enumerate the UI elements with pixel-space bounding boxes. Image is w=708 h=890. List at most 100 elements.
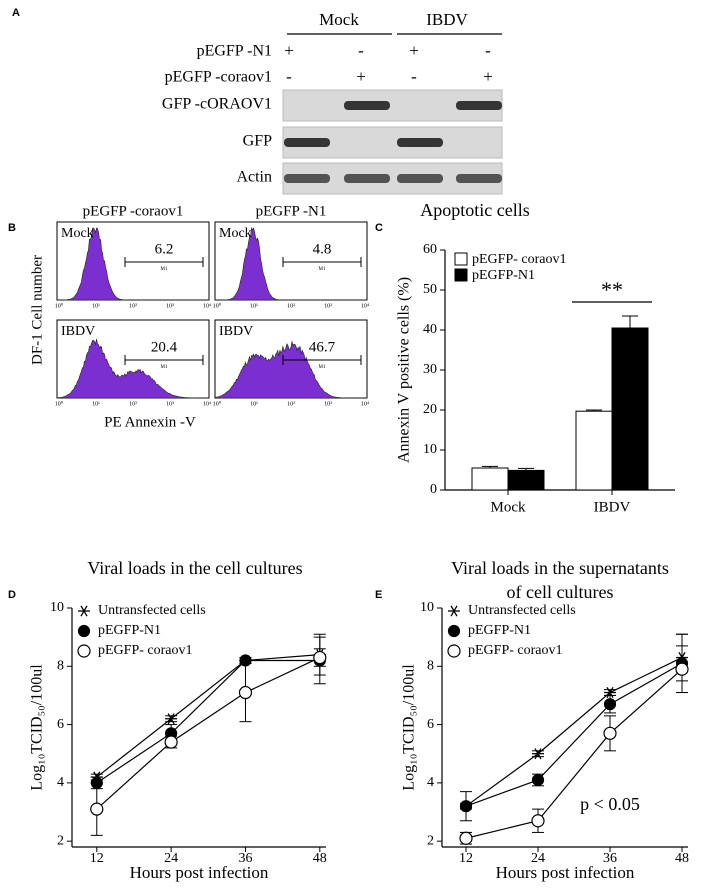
y-tick-label: 4 [427, 775, 434, 790]
x-tick-label: 10³ [166, 401, 174, 407]
sign: + [284, 41, 294, 60]
y-tick-label: 0 [430, 482, 437, 497]
legend-label: Untransfected cells [468, 603, 576, 618]
sign: + [483, 67, 493, 86]
y-tick-label: 10 [50, 600, 64, 615]
band-label: GFP -cORAOV1 [162, 96, 272, 113]
sign: - [411, 67, 417, 86]
x-tick-label: 10³ [166, 303, 174, 309]
series-line [96, 659, 320, 784]
legend-swatch [454, 268, 468, 282]
legend-label: pEGFP-N1 [472, 268, 535, 283]
marker [448, 605, 460, 617]
blot-band [344, 174, 390, 183]
gate-percent: 4.8 [313, 241, 332, 257]
marker [238, 685, 253, 700]
y-tick-label: 40 [423, 322, 437, 337]
panel-label: E [375, 589, 382, 601]
x-tick-label: Mock [491, 499, 526, 515]
row-label: pEGFP -N1 [197, 43, 272, 60]
y-tick-label: 8 [427, 659, 434, 674]
series-line [465, 662, 683, 807]
x-tick-label: 10⁴ [361, 303, 369, 309]
marker [459, 800, 473, 813]
y-tick-label: 2 [57, 833, 64, 848]
blot-band [284, 174, 330, 183]
blot-band [456, 101, 502, 110]
y-tick-label: 10 [423, 442, 437, 457]
marker [531, 814, 545, 828]
sign: + [409, 41, 419, 60]
y-tick-label: 20 [423, 402, 437, 417]
x-tick-label: 10⁴ [203, 303, 211, 309]
x-tick-label: 24 [164, 851, 178, 866]
histogram [215, 227, 367, 301]
marker [603, 726, 617, 740]
gate-percent: 20.4 [151, 339, 178, 355]
marker-stroke [167, 713, 175, 725]
marker [77, 644, 91, 658]
legend-swatch [454, 252, 468, 266]
gate-percent: 6.2 [155, 241, 174, 257]
x-tick-label: 24 [531, 851, 545, 866]
x-tick-label: 48 [675, 851, 689, 866]
marker-stroke [80, 605, 88, 617]
x-tick-label: 36 [238, 851, 252, 866]
panel-label: B [8, 222, 16, 234]
series-line [96, 657, 321, 810]
x-tick-label: 10³ [324, 401, 332, 407]
blot-band [397, 174, 443, 183]
chart-title: Viral loads in the cell cultures [87, 558, 302, 578]
annotation: p < 0.05 [580, 794, 640, 814]
legend-label: pEGFP-N1 [98, 623, 161, 638]
x-axis-label: Hours post infection [496, 863, 635, 882]
legend-label: pEGFP- coraov1 [468, 643, 563, 658]
sign: - [286, 67, 292, 86]
x-tick-label: 10⁰ [213, 400, 222, 407]
marker-stroke [450, 605, 458, 617]
gate-name: M1 [319, 365, 326, 370]
band-label: Actin [236, 169, 272, 186]
x-tick-label: 10³ [324, 303, 332, 309]
marker [532, 748, 544, 760]
x-tick-label: 10² [287, 303, 295, 309]
sample-label: IBDV [219, 324, 253, 339]
y-tick-label: 30 [423, 362, 437, 377]
x-tick-label: 36 [603, 851, 617, 866]
marker [165, 713, 178, 725]
marker [164, 735, 178, 749]
x-tick-label: 10¹ [250, 401, 258, 407]
legend-label: pEGFP- coraov1 [472, 252, 567, 267]
x-axis-label: Hours post infection [130, 863, 269, 882]
marker [447, 644, 461, 658]
group-label: Mock [319, 10, 359, 29]
y-tick-label: 6 [427, 717, 434, 732]
chart-title: of cell cultures [507, 582, 614, 602]
marker [531, 773, 545, 787]
marker [459, 831, 473, 845]
x-tick-label: 10¹ [92, 401, 100, 407]
bar [575, 410, 613, 491]
annotation: ** [601, 277, 623, 302]
x-tick-label: 10⁴ [203, 401, 211, 407]
bar [507, 469, 545, 491]
marker [313, 650, 327, 665]
y-axis-label: Log₁₀TCID₅₀/100ul [29, 664, 46, 791]
chart-title: Viral loads in the supernatants [451, 558, 669, 578]
marker [90, 802, 104, 816]
y-tick-label: 8 [57, 659, 64, 674]
x-tick-label: IBDV [594, 499, 631, 515]
row-label: pEGFP -coraov1 [165, 69, 272, 86]
x-tick-label: 10⁰ [55, 302, 64, 309]
x-axis-label: PE Annexin -V [104, 414, 196, 430]
gate-percent: 46.7 [309, 339, 336, 355]
y-tick-label: 60 [423, 242, 437, 257]
gate-name: M1 [161, 365, 168, 370]
y-axis-label: Log₁₀TCID₅₀/100ul [401, 664, 418, 791]
series-line [465, 668, 683, 839]
band-label: GFP [243, 133, 272, 150]
marker-stroke [534, 748, 542, 760]
y-tick-label: 2 [427, 833, 434, 848]
y-tick-label: 4 [57, 775, 64, 790]
